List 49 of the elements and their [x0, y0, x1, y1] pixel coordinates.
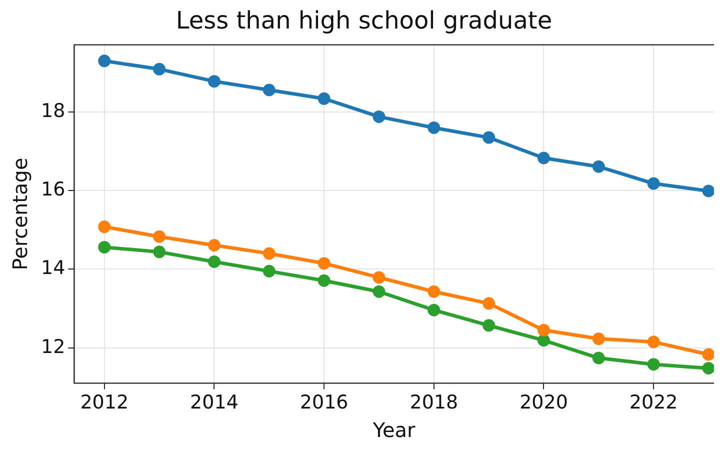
point — [592, 332, 605, 346]
y-axis-title: Percentage — [8, 158, 32, 270]
y-tick-label: 14 — [40, 257, 66, 280]
point — [153, 246, 166, 258]
point — [153, 230, 166, 243]
point — [208, 238, 220, 252]
point — [153, 62, 166, 76]
point — [208, 256, 220, 268]
x-tick-label: 2020 — [520, 392, 568, 414]
x-tick-label: 2016 — [300, 392, 348, 414]
point — [428, 285, 440, 298]
point — [647, 336, 660, 348]
chart-title: Less than high school graduate — [176, 6, 552, 35]
x-tick-label: 2012 — [80, 392, 129, 414]
point — [318, 92, 330, 105]
point — [702, 348, 714, 361]
point — [428, 304, 440, 316]
x-axis-title: Year — [372, 418, 416, 442]
point — [98, 240, 111, 254]
x-tick-label: 2022 — [629, 392, 678, 414]
point — [318, 257, 330, 270]
point — [702, 184, 714, 198]
x-tick-label: 2018 — [410, 392, 458, 414]
point — [372, 110, 386, 123]
point — [647, 177, 660, 190]
point — [372, 285, 386, 298]
point — [208, 75, 220, 88]
point — [482, 131, 496, 144]
point — [262, 264, 276, 278]
point — [537, 152, 550, 164]
point — [318, 274, 330, 287]
point — [262, 247, 276, 260]
point — [537, 324, 550, 336]
point — [702, 362, 714, 375]
point — [98, 220, 111, 234]
point — [592, 160, 605, 173]
point — [647, 358, 660, 371]
point — [482, 319, 496, 332]
point — [482, 297, 496, 310]
point — [98, 54, 111, 68]
y-tick-label: 12 — [40, 336, 66, 358]
y-tick-label: 18 — [40, 100, 66, 122]
point — [262, 84, 276, 96]
x-tick-label: 2014 — [190, 392, 238, 414]
point — [537, 334, 550, 347]
y-tick-label: 16 — [40, 178, 66, 201]
point — [372, 271, 386, 284]
point — [592, 352, 605, 364]
point — [428, 121, 440, 134]
